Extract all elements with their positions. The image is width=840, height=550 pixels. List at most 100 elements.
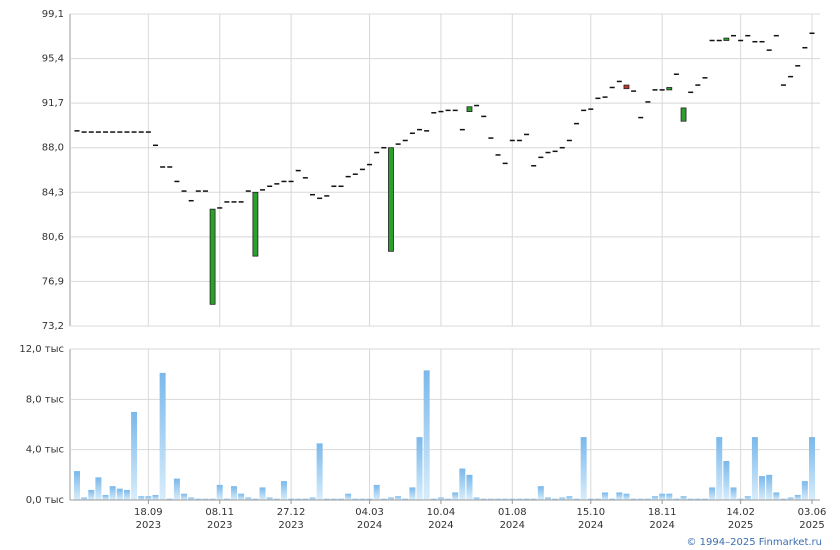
volume-bar bbox=[544, 497, 551, 500]
volume-bar bbox=[580, 437, 587, 500]
candle bbox=[452, 109, 458, 112]
candle bbox=[474, 104, 480, 107]
volume-bar bbox=[216, 484, 223, 500]
volume-bar bbox=[316, 443, 323, 500]
volume-bar bbox=[673, 498, 680, 500]
candle bbox=[623, 84, 630, 90]
candle bbox=[202, 190, 208, 192]
candle bbox=[160, 166, 166, 168]
volume-bar bbox=[537, 486, 544, 500]
candle bbox=[545, 151, 551, 154]
volume-bar bbox=[751, 437, 758, 500]
volume-bar bbox=[573, 498, 580, 500]
y-tick-label: 84,3 bbox=[42, 187, 64, 198]
candle bbox=[145, 131, 151, 133]
y-tick-label: 76,9 bbox=[42, 276, 64, 287]
candle bbox=[716, 39, 722, 42]
volume-bar bbox=[81, 497, 88, 500]
candle bbox=[88, 131, 94, 133]
candle bbox=[702, 77, 708, 79]
candle bbox=[766, 49, 772, 51]
copyright[interactable]: © 1994–2025 Finmarket.ru bbox=[686, 537, 822, 548]
volume-bar bbox=[359, 498, 366, 500]
candle bbox=[552, 150, 558, 153]
candle bbox=[773, 34, 779, 37]
candle bbox=[688, 91, 694, 94]
volume-bar bbox=[416, 437, 423, 500]
candle bbox=[802, 46, 808, 49]
candle bbox=[367, 163, 373, 166]
x-tick-label: 14.02 2025 bbox=[726, 507, 755, 531]
candle bbox=[152, 144, 158, 147]
volume-bar bbox=[509, 498, 516, 500]
volume-bar bbox=[652, 496, 659, 500]
volume-bar bbox=[116, 488, 123, 500]
volume-bar bbox=[809, 437, 815, 500]
candle bbox=[738, 39, 744, 42]
volume-bar bbox=[131, 411, 138, 500]
candle bbox=[124, 131, 130, 133]
candle bbox=[780, 84, 786, 86]
volume-bar bbox=[366, 498, 373, 500]
y-tick-label: 95,4 bbox=[42, 54, 64, 65]
volume-bar bbox=[602, 492, 609, 500]
volume-bar bbox=[402, 498, 409, 500]
candle bbox=[531, 165, 537, 167]
volume-bar bbox=[252, 498, 259, 500]
candle bbox=[524, 133, 530, 136]
candle bbox=[680, 107, 687, 122]
candle bbox=[302, 177, 308, 179]
x-tick-label: 15.10 2024 bbox=[576, 507, 605, 531]
candle bbox=[352, 173, 358, 175]
volume-bar bbox=[173, 478, 180, 500]
volume-bar bbox=[452, 492, 459, 500]
volume-bar bbox=[309, 497, 316, 500]
candle bbox=[495, 154, 501, 156]
candle bbox=[374, 151, 380, 154]
volume-bar bbox=[759, 476, 766, 500]
volume-bar bbox=[423, 370, 430, 500]
candle bbox=[574, 122, 580, 125]
volume-bar bbox=[495, 498, 502, 500]
candle bbox=[788, 75, 794, 78]
volume-bar bbox=[466, 474, 473, 500]
x-tick-label: 08.11 2023 bbox=[205, 507, 234, 531]
candle bbox=[252, 191, 259, 257]
candle bbox=[181, 190, 187, 192]
volume-bar bbox=[273, 498, 280, 500]
volume-bar bbox=[566, 496, 573, 500]
volume-bar bbox=[430, 498, 437, 500]
candle bbox=[752, 40, 758, 43]
candle bbox=[359, 168, 365, 171]
volume-bar bbox=[95, 477, 102, 500]
volume-bar bbox=[680, 496, 687, 500]
volume-bar bbox=[223, 498, 230, 500]
volume-bar bbox=[323, 498, 330, 500]
volume-bar bbox=[609, 498, 616, 500]
volume-bar bbox=[594, 498, 601, 500]
volume-bar bbox=[530, 498, 537, 500]
volume-bar bbox=[295, 498, 302, 500]
y-tick-label: 8,0 тыс bbox=[26, 394, 64, 405]
volume-bar bbox=[437, 497, 444, 500]
candle bbox=[424, 130, 430, 132]
candle bbox=[238, 201, 244, 203]
volume-bar bbox=[259, 487, 266, 500]
candle bbox=[609, 86, 615, 89]
y-tick-label: 91,7 bbox=[42, 98, 64, 109]
candle bbox=[409, 132, 415, 135]
volume-bar bbox=[687, 498, 694, 500]
candle bbox=[324, 195, 330, 197]
candle bbox=[559, 146, 565, 149]
candle bbox=[466, 106, 473, 112]
volume-bar bbox=[380, 498, 387, 500]
candle bbox=[595, 97, 601, 100]
volume-bar bbox=[480, 498, 487, 500]
volume-bar bbox=[659, 493, 666, 500]
volume-bar bbox=[195, 498, 202, 500]
candle bbox=[338, 185, 344, 188]
candle bbox=[481, 115, 487, 118]
candle bbox=[431, 112, 437, 114]
volume-bar bbox=[587, 498, 594, 500]
y-tick-label: 99,1 bbox=[42, 9, 64, 20]
